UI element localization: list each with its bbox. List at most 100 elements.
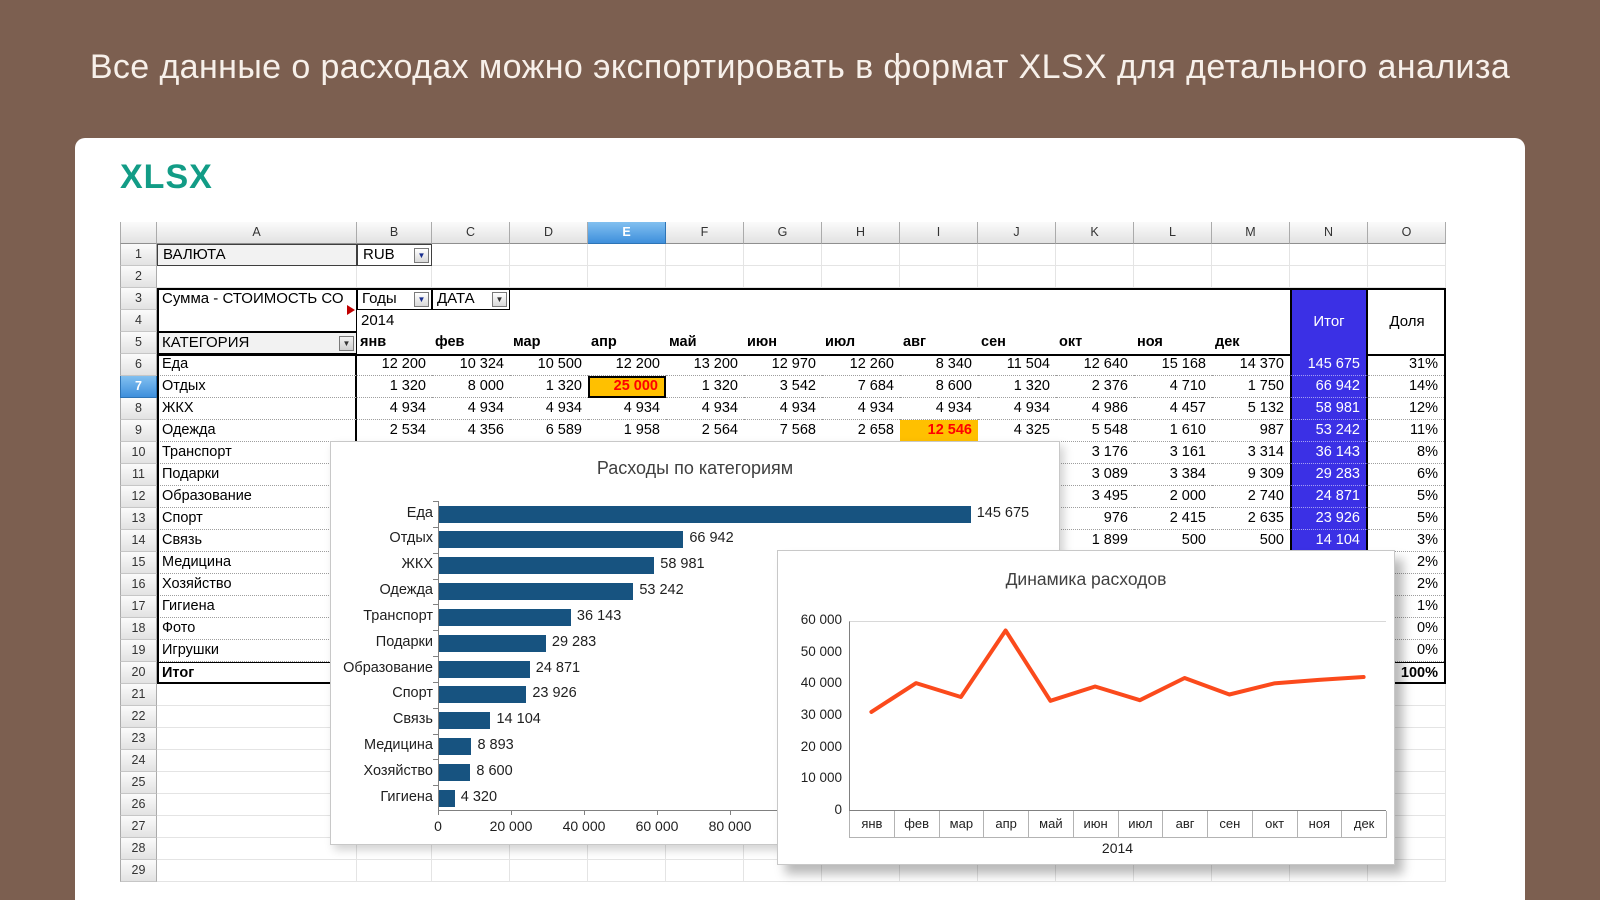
cell-l2[interactable] <box>1134 266 1212 288</box>
cell-a23[interactable] <box>157 728 357 750</box>
cell-a2[interactable] <box>157 266 357 288</box>
row-header-6[interactable]: 6 <box>120 354 157 376</box>
value-cell[interactable]: 500 <box>1212 530 1290 552</box>
cell-f1[interactable] <box>666 244 744 266</box>
value-cell[interactable]: 14 370 <box>1212 354 1290 376</box>
cell-k1[interactable] <box>1056 244 1134 266</box>
dropdown-arrow-icon[interactable] <box>414 292 429 307</box>
column-header-d[interactable]: D <box>510 222 588 244</box>
row-header-24[interactable]: 24 <box>120 750 157 772</box>
value-cell[interactable]: 2 534 <box>357 420 432 442</box>
cell-o22[interactable] <box>1368 706 1446 728</box>
cell-a28[interactable] <box>157 838 357 860</box>
cell-c1[interactable] <box>432 244 510 266</box>
row-header-27[interactable]: 27 <box>120 816 157 838</box>
share-cell[interactable]: 6% <box>1368 464 1446 486</box>
value-cell[interactable]: 2 635 <box>1212 508 1290 530</box>
category-cell-Транспорт[interactable]: Транспорт <box>157 442 357 464</box>
column-header-k[interactable]: K <box>1056 222 1134 244</box>
cell-e1[interactable] <box>588 244 666 266</box>
category-cell-Фото[interactable]: Фото <box>157 618 357 640</box>
cell-k29[interactable] <box>1056 860 1134 882</box>
category-cell-Связь[interactable]: Связь <box>157 530 357 552</box>
value-cell[interactable]: 1 750 <box>1212 376 1290 398</box>
share-cell[interactable]: 5% <box>1368 508 1446 530</box>
share-cell[interactable]: 8% <box>1368 442 1446 464</box>
cell-m29[interactable] <box>1212 860 1290 882</box>
cell-e29[interactable] <box>588 860 666 882</box>
column-header-e[interactable]: E <box>588 222 666 244</box>
value-cell[interactable]: 2 564 <box>666 420 744 442</box>
row-header-4[interactable]: 4 <box>120 310 157 332</box>
category-cell-Подарки[interactable]: Подарки <box>157 464 357 486</box>
value-cell[interactable]: 1 610 <box>1134 420 1212 442</box>
category-cell-Медицина[interactable]: Медицина <box>157 552 357 574</box>
cell-g1[interactable] <box>744 244 822 266</box>
share-cell[interactable]: 12% <box>1368 398 1446 420</box>
cell-f28[interactable] <box>666 838 744 860</box>
value-cell[interactable]: 12 260 <box>822 354 900 376</box>
cell-a27[interactable] <box>157 816 357 838</box>
cell-l29[interactable] <box>1134 860 1212 882</box>
total-cell[interactable]: 145 675 <box>1290 354 1368 376</box>
cell-o21[interactable] <box>1368 684 1446 706</box>
row-header-8[interactable]: 8 <box>120 398 157 420</box>
value-cell[interactable]: 8 600 <box>900 376 978 398</box>
cell-e2[interactable] <box>588 266 666 288</box>
row-header-10[interactable]: 10 <box>120 442 157 464</box>
value-cell[interactable]: 3 161 <box>1134 442 1212 464</box>
cell-j2[interactable] <box>978 266 1056 288</box>
category-cell-Отдых[interactable]: Отдых <box>157 376 357 398</box>
value-cell[interactable]: 2 415 <box>1134 508 1212 530</box>
total-header-cell[interactable]: Итог <box>1290 288 1368 354</box>
row-header-13[interactable]: 13 <box>120 508 157 530</box>
cell-g29[interactable] <box>744 860 822 882</box>
row-header-28[interactable]: 28 <box>120 838 157 860</box>
total-cell[interactable]: 24 871 <box>1290 486 1368 508</box>
cell-a22[interactable] <box>157 706 357 728</box>
row-header-14[interactable]: 14 <box>120 530 157 552</box>
share-cell[interactable]: 14% <box>1368 376 1446 398</box>
share-cell[interactable]: 11% <box>1368 420 1446 442</box>
value-cell[interactable]: 4 934 <box>510 398 588 420</box>
row-header-26[interactable]: 26 <box>120 794 157 816</box>
category-cell-Итог[interactable]: Итог <box>157 662 357 684</box>
row-header-11[interactable]: 11 <box>120 464 157 486</box>
dropdown-arrow-icon[interactable] <box>339 336 354 351</box>
cell-m1[interactable] <box>1212 244 1290 266</box>
currency-label-cell[interactable]: ВАЛЮТА <box>157 244 357 266</box>
row-header-3[interactable]: 3 <box>120 288 157 310</box>
value-cell[interactable]: 2 000 <box>1134 486 1212 508</box>
row-header-16[interactable]: 16 <box>120 574 157 596</box>
cell-g2[interactable] <box>744 266 822 288</box>
value-cell[interactable]: 4 986 <box>1056 398 1134 420</box>
cell-o26[interactable] <box>1368 794 1446 816</box>
pivot-title-cell[interactable]: Сумма - СТОИМОСТЬ СО <box>157 288 357 332</box>
value-cell[interactable]: 10 500 <box>510 354 588 376</box>
value-cell[interactable]: 1 320 <box>357 376 432 398</box>
value-cell[interactable]: 12 200 <box>588 354 666 376</box>
cell-d1[interactable] <box>510 244 588 266</box>
row-header-18[interactable]: 18 <box>120 618 157 640</box>
row-header-22[interactable]: 22 <box>120 706 157 728</box>
cell-o23[interactable] <box>1368 728 1446 750</box>
column-header-g[interactable]: G <box>744 222 822 244</box>
value-cell[interactable]: 3 176 <box>1056 442 1134 464</box>
cell-b28[interactable] <box>357 838 432 860</box>
value-cell[interactable]: 4 934 <box>822 398 900 420</box>
value-cell[interactable]: 500 <box>1134 530 1212 552</box>
row-header-17[interactable]: 17 <box>120 596 157 618</box>
cell-d29[interactable] <box>510 860 588 882</box>
value-cell[interactable]: 7 684 <box>822 376 900 398</box>
total-cell[interactable]: 36 143 <box>1290 442 1368 464</box>
column-header-n[interactable]: N <box>1290 222 1368 244</box>
cell-n1[interactable] <box>1290 244 1368 266</box>
cell-o29[interactable] <box>1368 860 1446 882</box>
cell-k2[interactable] <box>1056 266 1134 288</box>
row-header-29[interactable]: 29 <box>120 860 157 882</box>
value-cell[interactable]: 976 <box>1056 508 1134 530</box>
value-cell[interactable]: 4 934 <box>666 398 744 420</box>
row-header-21[interactable]: 21 <box>120 684 157 706</box>
cell-a25[interactable] <box>157 772 357 794</box>
value-cell[interactable]: 8 340 <box>900 354 978 376</box>
